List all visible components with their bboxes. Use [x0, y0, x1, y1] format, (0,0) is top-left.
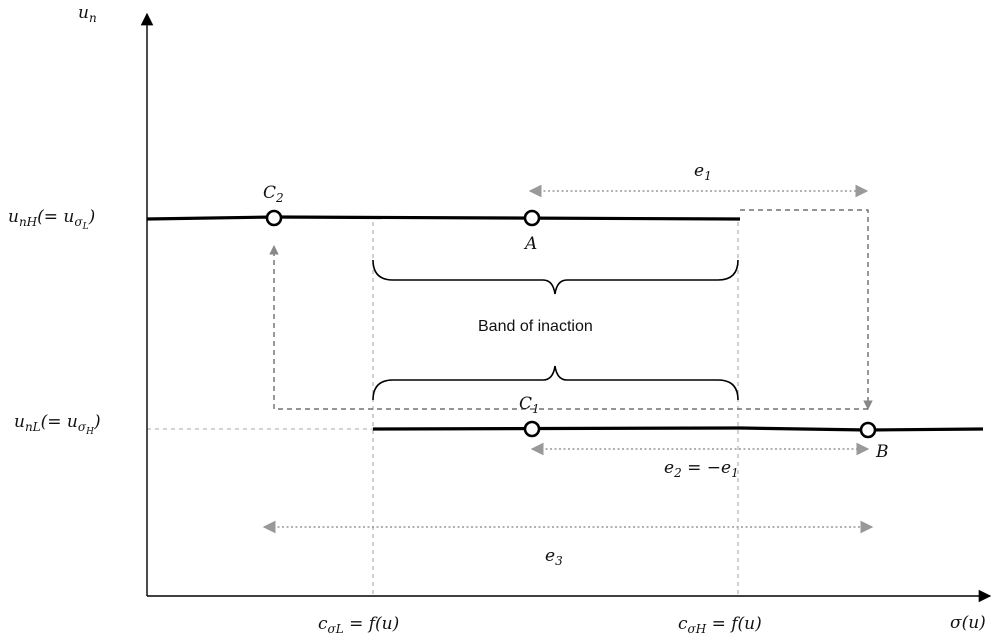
- point-a: [523, 209, 541, 227]
- upper-brace: [372, 259, 739, 295]
- u-nh-label: unH(= uσL): [8, 207, 95, 232]
- low-level-line: [372, 426, 984, 432]
- lower-brace: [372, 365, 739, 401]
- point-b: [859, 421, 877, 439]
- point-c2-label: C2: [263, 183, 284, 205]
- y-axis-label: un: [78, 3, 97, 25]
- band-of-inaction-label: Band of inaction: [478, 318, 593, 335]
- point-a-label: A: [523, 234, 537, 254]
- point-c1-label: C1: [519, 394, 540, 416]
- high-level-line: [146, 215, 741, 221]
- point-c2: [265, 209, 283, 227]
- switch-path-low-to-high: [269, 245, 868, 410]
- c-sigma-l-label: cσL = f(u): [318, 614, 399, 636]
- c-sigma-h-label: cσH = f(u): [678, 614, 762, 636]
- e2-label: e2 = −e1: [664, 458, 739, 480]
- point-c1: [523, 420, 541, 438]
- point-b-label: B: [875, 442, 889, 462]
- u-nl-label: unL(= uσH): [14, 412, 101, 437]
- e3-label: e3: [545, 546, 563, 568]
- e1-label: e1: [694, 161, 712, 183]
- x-axis-label: σ(u): [950, 613, 986, 633]
- switch-path-high-to-low: [740, 209, 873, 410]
